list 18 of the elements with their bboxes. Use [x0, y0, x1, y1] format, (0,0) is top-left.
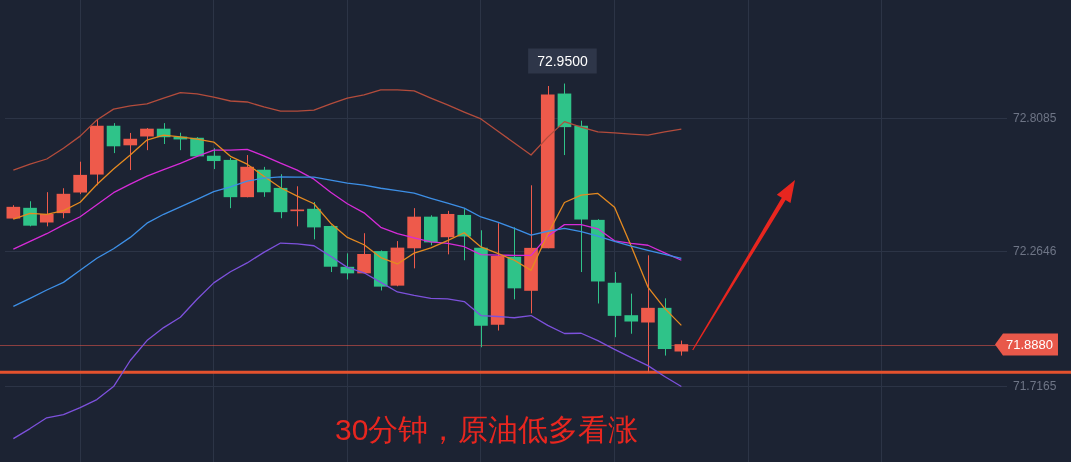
candlestick: [123, 132, 138, 171]
candlestick: [73, 161, 87, 195]
candlestick: [440, 210, 455, 255]
annotation: 30分钟，原油低多看涨: [335, 413, 639, 446]
candlestick: [357, 232, 371, 274]
candlestick: [641, 254, 655, 373]
candlestick: [624, 293, 639, 335]
ref-line-label: 71.8880: [1006, 337, 1053, 353]
y-tick-label: 72.8085: [1013, 110, 1057, 125]
y-tick-label: 72.2646: [1013, 244, 1057, 259]
candlestick: [307, 201, 321, 240]
y-tick-label: 71.7165: [1013, 378, 1057, 393]
candlestick: [457, 208, 472, 261]
candlestick: [23, 200, 37, 227]
candlestick: [206, 147, 221, 170]
candlestick: [106, 122, 121, 154]
annotation: 72.9500: [537, 52, 588, 69]
candlestick: [140, 127, 154, 151]
